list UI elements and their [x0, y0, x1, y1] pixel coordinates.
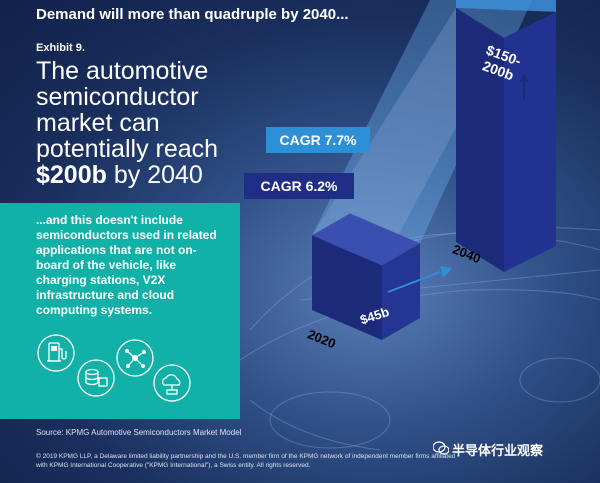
cloud-computing-icon — [153, 364, 191, 402]
growth-arrow — [387, 266, 452, 293]
headline-value: $200b — [36, 161, 107, 189]
bar-2020-side-face — [382, 243, 420, 340]
bar-2020 — [312, 213, 420, 340]
headline: The automotive semiconductor market can … — [36, 58, 236, 188]
bar-2020-top-face — [312, 213, 420, 266]
callout-panel: ...and this doesn't include semiconducto… — [0, 203, 240, 419]
legal-notice: © 2019 KPMG LLP, a Delaware limited liab… — [36, 453, 456, 469]
source-note: Source: KPMG Automotive Semiconductors M… — [36, 428, 242, 437]
range-arrow — [519, 74, 529, 100]
headline-main: The automotive semiconductor market can … — [36, 57, 219, 163]
bar-2040-range-band — [456, 0, 556, 12]
exhibit-label: Exhibit 9. — [36, 42, 85, 54]
category-label-2020: 2020 — [305, 326, 337, 351]
callout-text: ...and this doesn't include semiconducto… — [36, 213, 217, 317]
page-title: Demand will more than quadruple by 2040.… — [36, 6, 349, 23]
bar-2040-side-face — [504, 11, 556, 273]
bar-2020-front-face — [312, 235, 382, 340]
bar-2040 — [456, 0, 556, 273]
wechat-icon — [433, 441, 449, 455]
headline-suffix: by 2040 — [113, 161, 203, 189]
cagr-high-label: CAGR 7.7% — [266, 127, 370, 153]
server-stack-icon — [77, 359, 115, 397]
watermark-text: 半导体行业观察 — [452, 443, 544, 458]
network-nodes-icon — [116, 339, 154, 377]
bar-2040-front-face — [456, 7, 504, 273]
cagr-low-label: CAGR 6.2% — [244, 173, 354, 199]
charging-station-icon — [37, 334, 75, 372]
